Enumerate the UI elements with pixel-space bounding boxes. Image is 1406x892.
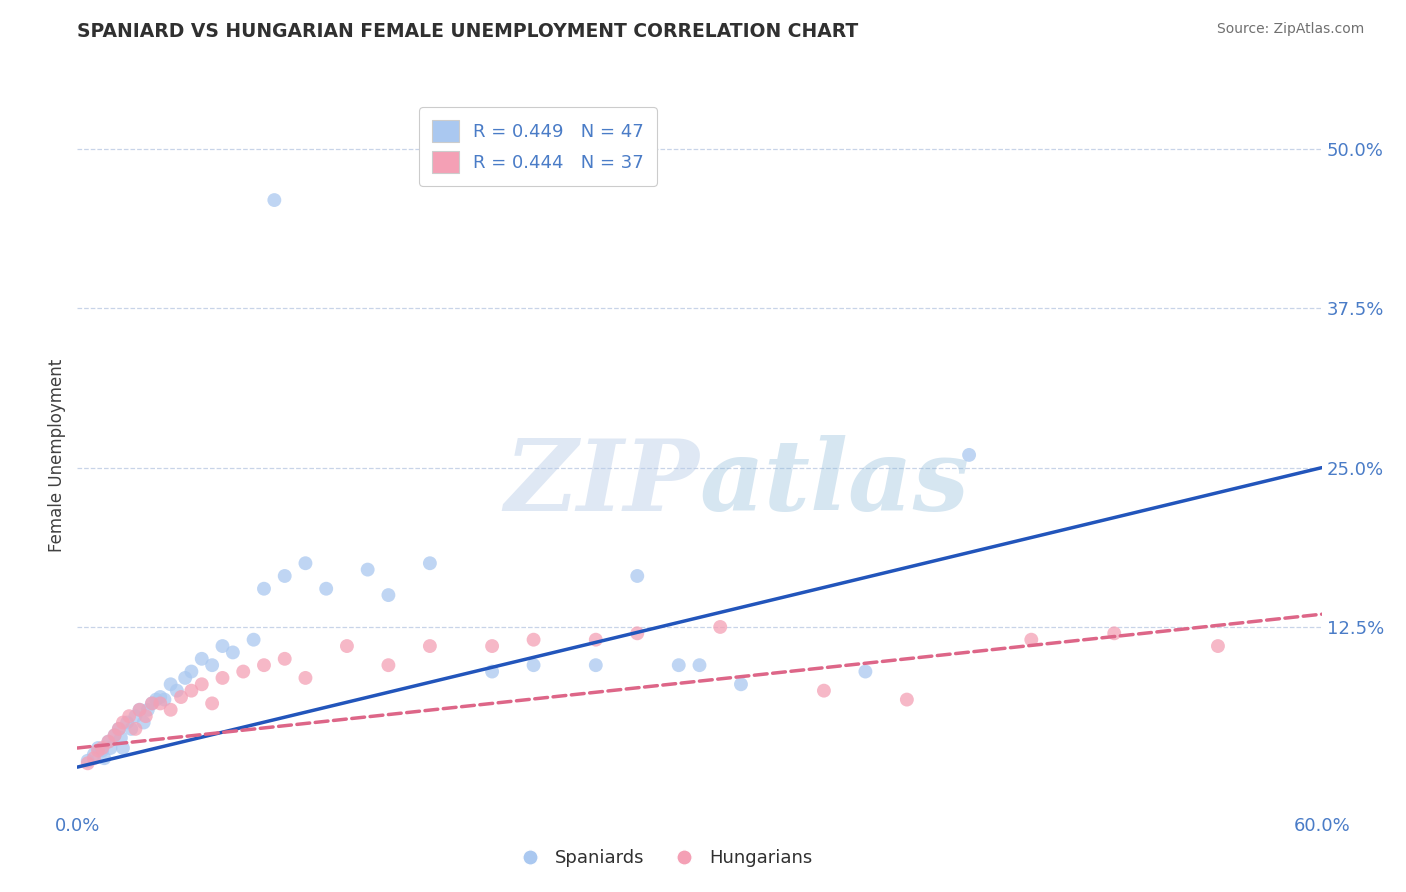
Point [242,632,264,647]
Point [149,697,172,711]
Point [730,677,752,691]
Point [128,703,150,717]
Point [76,754,98,768]
Text: SPANIARD VS HUNGARIAN FEMALE UNEMPLOYMENT CORRELATION CHART: SPANIARD VS HUNGARIAN FEMALE UNEMPLOYMEN… [77,22,859,41]
Point [110,731,132,745]
Point [232,665,254,679]
Point [1104,626,1126,640]
Point [83,751,105,765]
Point [104,728,127,742]
Point [153,692,176,706]
Text: Source: ZipAtlas.com: Source: ZipAtlas.com [1216,22,1364,37]
Point [159,677,181,691]
Point [336,639,359,653]
Point [253,582,276,596]
Point [377,658,399,673]
Point [294,556,316,570]
Point [149,690,172,704]
Point [626,626,648,640]
Point [87,741,110,756]
Point [481,665,503,679]
Point [145,692,167,706]
Point [481,639,503,653]
Point [100,741,122,756]
Point [124,722,146,736]
Point [166,683,188,698]
Point [211,671,233,685]
Point [124,709,146,723]
Point [357,563,380,577]
Point [1206,639,1229,653]
Point [585,632,607,647]
Point [263,193,285,207]
Point [191,652,214,666]
Point [108,722,131,736]
Point [668,658,690,673]
Point [419,556,441,570]
Point [132,715,155,730]
Point [211,639,233,653]
Point [170,690,193,704]
Point [136,703,159,717]
Point [97,734,120,748]
Point [626,569,648,583]
Point [896,692,918,706]
Point [201,658,224,673]
Point [97,734,120,748]
Point [111,741,134,756]
Point [957,448,980,462]
Point [253,658,276,673]
Point [128,703,150,717]
Point [315,582,337,596]
Point [180,683,202,698]
Text: atlas: atlas [700,435,970,532]
Point [191,677,214,691]
Point [523,632,546,647]
Point [104,728,127,742]
Point [174,671,197,685]
Point [1021,632,1043,647]
Point [709,620,731,634]
Point [135,709,157,723]
Point [159,703,181,717]
Point [201,697,224,711]
Point [111,715,134,730]
Text: ZIP: ZIP [505,435,700,532]
Point [585,658,607,673]
Point [141,697,163,711]
Point [91,741,114,756]
Point [115,715,138,730]
Point [93,751,115,765]
Point [274,652,297,666]
Legend: Spaniards, Hungarians: Spaniards, Hungarians [505,842,820,874]
Point [689,658,711,673]
Point [523,658,546,673]
Point [180,665,202,679]
Point [118,709,141,723]
Point [377,588,399,602]
Point [87,743,110,757]
Point [294,671,316,685]
Point [419,639,441,653]
Point [83,747,105,762]
Y-axis label: Female Unemployment: Female Unemployment [48,359,66,551]
Point [120,722,142,736]
Point [222,645,245,659]
Point [141,697,163,711]
Point [108,722,131,736]
Point [813,683,835,698]
Point [855,665,877,679]
Point [274,569,297,583]
Point [76,756,98,771]
Point [91,743,114,757]
